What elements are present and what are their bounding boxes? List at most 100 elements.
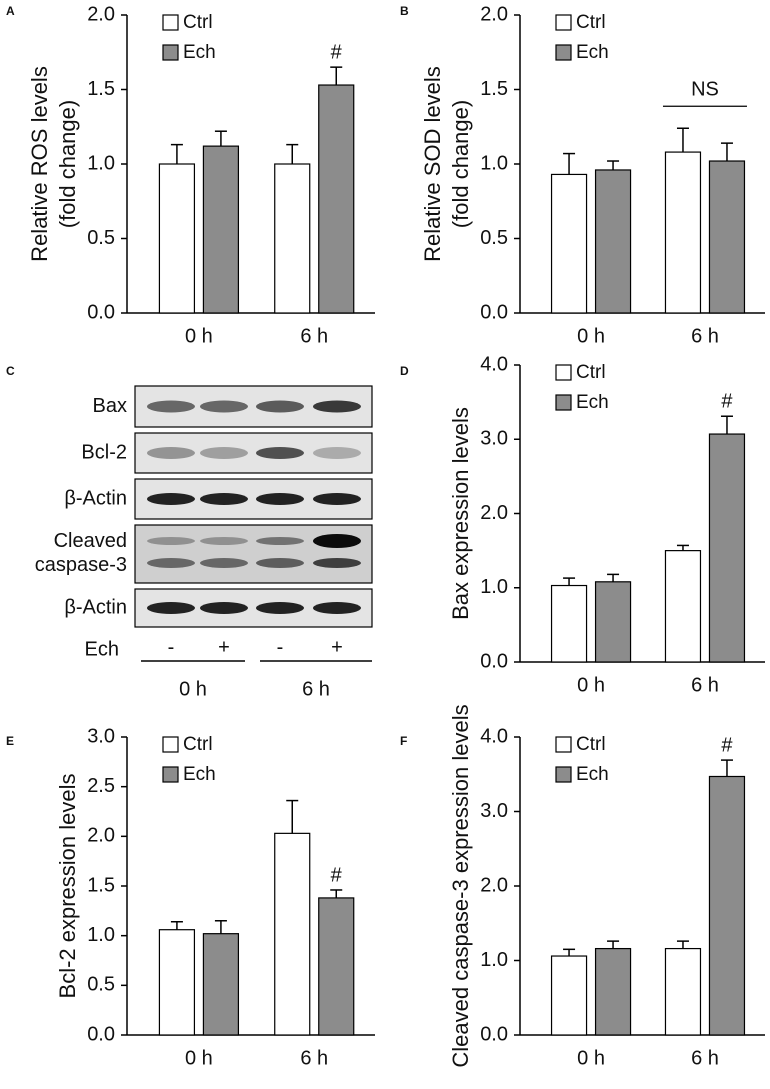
blot-band [147, 447, 195, 459]
blot-band [313, 493, 361, 505]
legend-label: Ech [183, 42, 216, 63]
y-axis-label: (fold change) [55, 100, 80, 228]
y-tick-label: 2.0 [87, 825, 115, 847]
y-axis-label: (fold change) [448, 100, 473, 228]
y-axis-label: Bcl-2 expression levels [55, 774, 80, 999]
row-label: Bax [93, 395, 127, 417]
blot-band [147, 537, 195, 545]
row-label: Bcl-2 [81, 441, 127, 463]
bar [664, 947, 702, 1036]
legend-label: Ech [576, 764, 609, 785]
y-tick-label: 0.0 [87, 1023, 115, 1045]
y-axis-label: Cleaved caspase-3 expression levels [448, 704, 473, 1067]
y-tick-label: 0.5 [480, 227, 508, 249]
y-tick-label: 2.0 [480, 874, 508, 896]
blot-band [200, 602, 248, 614]
y-tick-label: 3.0 [480, 800, 508, 822]
legend-label: Ctrl [576, 362, 606, 383]
blot-band [200, 447, 248, 459]
blot-band [313, 558, 361, 568]
annotation: NS [691, 79, 719, 101]
bar [550, 173, 588, 314]
blot-band [147, 558, 195, 568]
y-tick-label: 2.0 [480, 3, 508, 25]
panel-letter: B [400, 4, 409, 18]
legend-swatch [555, 736, 572, 753]
x-tick-label: 6 h [691, 1047, 719, 1069]
y-tick-label: 0.5 [87, 974, 115, 996]
row-label-line: caspase-3 [35, 554, 127, 576]
legend-label: Ech [576, 392, 609, 413]
panel-letter: A [6, 4, 15, 18]
blot-band [200, 537, 248, 545]
blot-band [147, 493, 195, 505]
y-tick-label: 1.0 [480, 949, 508, 971]
bar [202, 145, 240, 314]
panel-letter: F [400, 734, 407, 748]
y-tick-label: 0.0 [480, 1023, 508, 1045]
x-tick-label: 6 h [691, 325, 719, 347]
legend-swatch [162, 44, 179, 61]
bar-chart: 0.0 0.5 1.0 1.5 2.0 2.5 3.0 Bcl-2 expression le… [55, 725, 375, 1069]
blot-band [200, 493, 248, 505]
blot-band [147, 400, 195, 413]
y-tick-label: 0.0 [87, 301, 115, 323]
blot-strip [134, 432, 373, 474]
y-tick-label: 2.0 [480, 502, 508, 524]
legend-label: Ech [183, 764, 216, 785]
treatment-label: Ech [85, 638, 119, 660]
row-label: β-Actin [64, 487, 127, 509]
panel-letter: E [6, 734, 14, 748]
bar [550, 955, 588, 1036]
y-tick-label: 0.5 [87, 227, 115, 249]
y-tick-label: 3.0 [87, 725, 115, 747]
legend-swatch [162, 14, 179, 31]
annotation: # [331, 864, 343, 886]
bar [274, 832, 311, 1036]
y-tick-label: 1.5 [87, 78, 115, 100]
bar [158, 163, 196, 314]
legend-swatch [555, 364, 572, 381]
blot-band [313, 602, 361, 614]
y-tick-label: 0.0 [480, 301, 508, 323]
row-label-line: Cleaved [54, 530, 127, 552]
y-tick-label: 4.0 [480, 353, 508, 375]
legend-swatch [555, 766, 572, 783]
bar [708, 433, 746, 663]
x-tick-label: 0 h [577, 1047, 605, 1069]
panel-letter: C [6, 364, 15, 378]
blot-band [256, 537, 304, 545]
x-tick-label: 6 h [300, 1047, 328, 1069]
blot-band [147, 602, 195, 614]
bar-chart: 0.0 1.0 2.0 3.0 4.0 Bax expression levels 0 h 6… [448, 353, 765, 696]
x-tick-label: 6 h [691, 674, 719, 696]
legend-swatch [162, 766, 179, 783]
y-tick-label: 1.0 [480, 152, 508, 174]
blot-band [313, 400, 361, 413]
group-label: 6 h [302, 678, 330, 700]
lane-label: + [331, 636, 343, 658]
blot-band [200, 400, 248, 413]
legend-label: Ctrl [183, 12, 213, 33]
legend-swatch [555, 394, 572, 411]
bar [664, 151, 702, 314]
legend-label: Ctrl [576, 12, 606, 33]
legend-swatch [555, 44, 572, 61]
annotation: # [721, 734, 733, 756]
y-axis-label: Relative SOD levels [420, 66, 445, 262]
blot-band [256, 558, 304, 568]
x-tick-label: 6 h [300, 325, 328, 347]
bar [202, 933, 240, 1036]
x-tick-label: 0 h [185, 1047, 213, 1069]
bar [318, 897, 355, 1036]
y-tick-label: 1.5 [480, 78, 508, 100]
bar-chart: 0.0 1.0 2.0 3.0 4.0 Cleaved caspase-3 express… [448, 704, 765, 1069]
y-tick-label: 1.0 [87, 924, 115, 946]
x-tick-label: 0 h [577, 674, 605, 696]
blot-band [256, 400, 304, 413]
annotation: # [331, 41, 343, 63]
bar [594, 581, 632, 663]
y-tick-label: 0.0 [480, 650, 508, 672]
x-tick-label: 0 h [185, 325, 213, 347]
